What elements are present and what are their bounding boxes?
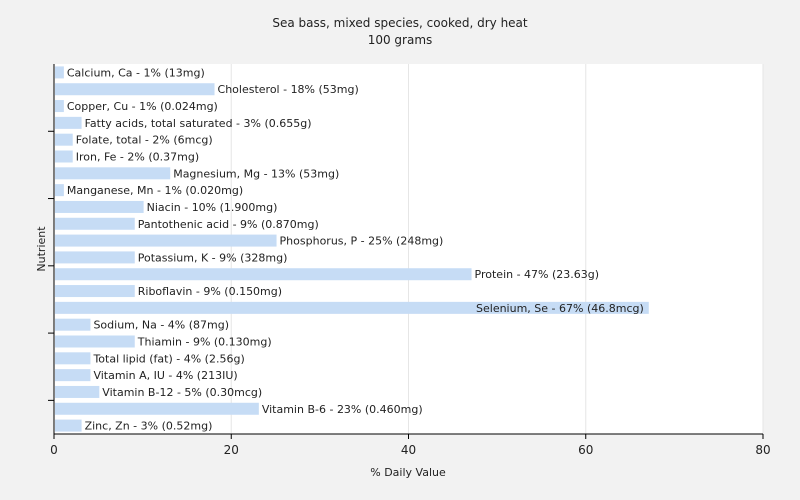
x-tick-label: 20	[224, 443, 239, 457]
bar	[55, 83, 215, 96]
y-axis-label: Nutrient	[35, 226, 48, 272]
bar	[55, 352, 91, 365]
bar-label: Cholesterol - 18% (53mg)	[218, 83, 359, 96]
grid	[230, 64, 764, 434]
bar-label: Phosphorus, P - 25% (248mg)	[280, 235, 444, 248]
bar-label: Manganese, Mn - 1% (0.020mg)	[67, 184, 243, 197]
bar	[55, 335, 135, 348]
bar	[55, 385, 100, 398]
bar	[55, 66, 64, 79]
x-ticks: 0 20 40 60 80	[50, 434, 771, 457]
bar-label: Vitamin A, IU - 4% (213IU)	[93, 369, 237, 382]
bar	[55, 251, 135, 264]
bar	[55, 402, 259, 415]
bar	[55, 200, 144, 213]
bar-label: Protein - 47% (23.63g)	[475, 268, 600, 281]
bar-label: Folate, total - 2% (6mcg)	[76, 134, 213, 147]
bar	[55, 419, 82, 432]
bar-label: Riboflavin - 9% (0.150mg)	[138, 285, 282, 298]
bar-label: Selenium, Se - 67% (46.8mcg)	[476, 302, 644, 315]
bar	[55, 268, 472, 281]
bar-label: Vitamin B-12 - 5% (0.30mcg)	[102, 386, 262, 399]
bar-labels: Calcium, Ca - 1% (13mg) Cholesterol - 18%…	[67, 66, 644, 432]
bar-label: Thiamin - 9% (0.130mg)	[137, 336, 272, 349]
x-axis-label: % Daily Value	[370, 466, 446, 479]
x-tick-label: 60	[578, 443, 593, 457]
chart-title: Sea bass, mixed species, cooked, dry hea…	[272, 16, 528, 30]
x-tick-label: 80	[755, 443, 770, 457]
bar-label: Pantothenic acid - 9% (0.870mg)	[138, 218, 319, 231]
bar	[55, 133, 73, 146]
bar-label: Fatty acids, total saturated - 3% (0.655…	[85, 117, 312, 130]
bar-label: Copper, Cu - 1% (0.024mg)	[67, 100, 218, 113]
x-tick-label: 40	[401, 443, 416, 457]
bar	[55, 301, 649, 314]
chart-subtitle: 100 grams	[368, 33, 433, 47]
bar-label: Magnesium, Mg - 13% (53mg)	[173, 167, 339, 180]
bar-label: Total lipid (fat) - 4% (2.56g)	[92, 352, 244, 365]
bar	[55, 116, 82, 129]
x-tick-label: 0	[50, 443, 58, 457]
bar	[55, 369, 91, 382]
bar	[55, 318, 91, 331]
bar-label: Vitamin B-6 - 23% (0.460mg)	[262, 403, 423, 416]
bar	[55, 234, 277, 247]
bar	[55, 285, 135, 298]
bar-label: Calcium, Ca - 1% (13mg)	[67, 66, 205, 79]
bar	[55, 167, 171, 180]
bar-label: Sodium, Na - 4% (87mg)	[93, 319, 229, 332]
bar	[55, 100, 64, 113]
bar-label: Iron, Fe - 2% (0.37mg)	[76, 151, 199, 164]
bar	[55, 150, 73, 163]
bar-label: Niacin - 10% (1.900mg)	[147, 201, 278, 214]
bar	[55, 217, 135, 230]
bar-label: Zinc, Zn - 3% (0.52mg)	[85, 420, 213, 433]
bars	[55, 66, 649, 432]
bar-label: Potassium, K - 9% (328mg)	[138, 251, 288, 264]
bar	[55, 184, 64, 197]
